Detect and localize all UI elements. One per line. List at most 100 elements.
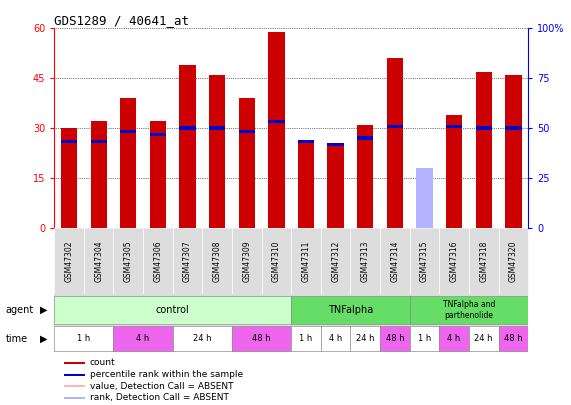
Bar — [64, 385, 85, 387]
Text: GSM47318: GSM47318 — [479, 240, 488, 282]
Text: 48 h: 48 h — [252, 334, 271, 343]
Bar — [298, 141, 314, 228]
Text: 48 h: 48 h — [385, 334, 404, 343]
Bar — [410, 326, 439, 351]
Text: 4 h: 4 h — [448, 334, 461, 343]
Text: GDS1289 / 40641_at: GDS1289 / 40641_at — [54, 14, 189, 27]
Bar — [357, 136, 373, 140]
Bar — [498, 228, 528, 294]
Text: 4 h: 4 h — [136, 334, 150, 343]
Text: rank, Detection Call = ABSENT: rank, Detection Call = ABSENT — [90, 393, 228, 402]
Text: GSM47311: GSM47311 — [301, 240, 311, 282]
Bar — [469, 326, 498, 351]
Bar — [54, 228, 84, 294]
Text: GSM47310: GSM47310 — [272, 240, 281, 282]
Bar — [328, 145, 344, 228]
Bar — [179, 65, 196, 228]
Bar — [209, 75, 226, 228]
Bar — [410, 228, 439, 294]
Bar — [239, 130, 255, 133]
Bar — [209, 126, 226, 130]
Bar — [476, 126, 492, 130]
Bar — [505, 75, 521, 228]
Text: GSM47320: GSM47320 — [509, 240, 518, 282]
Bar — [202, 228, 232, 294]
Bar — [416, 171, 433, 228]
Bar — [120, 98, 136, 228]
Bar — [380, 228, 410, 294]
Text: 24 h: 24 h — [193, 334, 212, 343]
Bar — [268, 32, 284, 228]
Bar — [410, 296, 528, 324]
Text: GSM47312: GSM47312 — [331, 240, 340, 282]
Text: ▶: ▶ — [40, 334, 47, 343]
Bar — [143, 228, 173, 294]
Bar — [298, 140, 314, 143]
Text: GSM47302: GSM47302 — [65, 240, 74, 282]
Bar — [114, 228, 143, 294]
Bar — [150, 122, 166, 228]
Text: GSM47305: GSM47305 — [124, 240, 133, 282]
Bar — [351, 228, 380, 294]
Text: agent: agent — [6, 305, 34, 315]
Bar — [321, 326, 351, 351]
Text: control: control — [156, 305, 190, 315]
Text: value, Detection Call = ABSENT: value, Detection Call = ABSENT — [90, 382, 234, 390]
Text: 1 h: 1 h — [299, 334, 313, 343]
Bar — [357, 125, 373, 228]
Bar — [114, 326, 173, 351]
Bar — [291, 228, 321, 294]
Text: 1 h: 1 h — [418, 334, 431, 343]
Text: GSM47308: GSM47308 — [212, 240, 222, 282]
Bar — [439, 228, 469, 294]
Bar — [64, 397, 85, 399]
Text: TNFalpha and
parthenolide: TNFalpha and parthenolide — [443, 300, 495, 320]
Bar — [232, 326, 291, 351]
Bar — [91, 140, 107, 143]
Text: 48 h: 48 h — [504, 334, 522, 343]
Bar — [268, 119, 284, 123]
Bar — [232, 228, 262, 294]
Bar — [262, 228, 291, 294]
Text: 4 h: 4 h — [329, 334, 342, 343]
Text: percentile rank within the sample: percentile rank within the sample — [90, 370, 243, 379]
Bar — [380, 326, 410, 351]
Bar — [64, 373, 85, 376]
Bar — [387, 58, 403, 228]
Bar — [387, 125, 403, 128]
Bar — [150, 133, 166, 136]
Text: GSM47316: GSM47316 — [449, 240, 459, 282]
Text: 1 h: 1 h — [77, 334, 90, 343]
Bar — [120, 130, 136, 133]
Bar — [291, 296, 410, 324]
Text: count: count — [90, 358, 115, 367]
Bar — [439, 326, 469, 351]
Bar — [351, 326, 380, 351]
Bar — [61, 128, 77, 228]
Text: TNFalpha: TNFalpha — [328, 305, 373, 315]
Bar — [476, 72, 492, 228]
Text: GSM47304: GSM47304 — [94, 240, 103, 282]
Bar — [321, 228, 351, 294]
Bar — [469, 228, 498, 294]
Bar — [446, 115, 463, 228]
Text: GSM47315: GSM47315 — [420, 240, 429, 282]
Bar — [84, 228, 114, 294]
Bar — [291, 326, 321, 351]
Bar — [239, 98, 255, 228]
Bar — [328, 143, 344, 146]
Bar — [179, 126, 196, 130]
Text: 24 h: 24 h — [475, 334, 493, 343]
Bar — [173, 326, 232, 351]
Text: ▶: ▶ — [40, 305, 47, 315]
Bar — [505, 126, 521, 130]
Bar — [64, 362, 85, 364]
Text: GSM47309: GSM47309 — [242, 240, 251, 282]
Bar — [61, 140, 77, 143]
Text: 24 h: 24 h — [356, 334, 375, 343]
Bar — [498, 326, 528, 351]
Bar — [91, 122, 107, 228]
Bar — [54, 296, 291, 324]
Bar — [416, 168, 433, 228]
Text: GSM47314: GSM47314 — [391, 240, 399, 282]
